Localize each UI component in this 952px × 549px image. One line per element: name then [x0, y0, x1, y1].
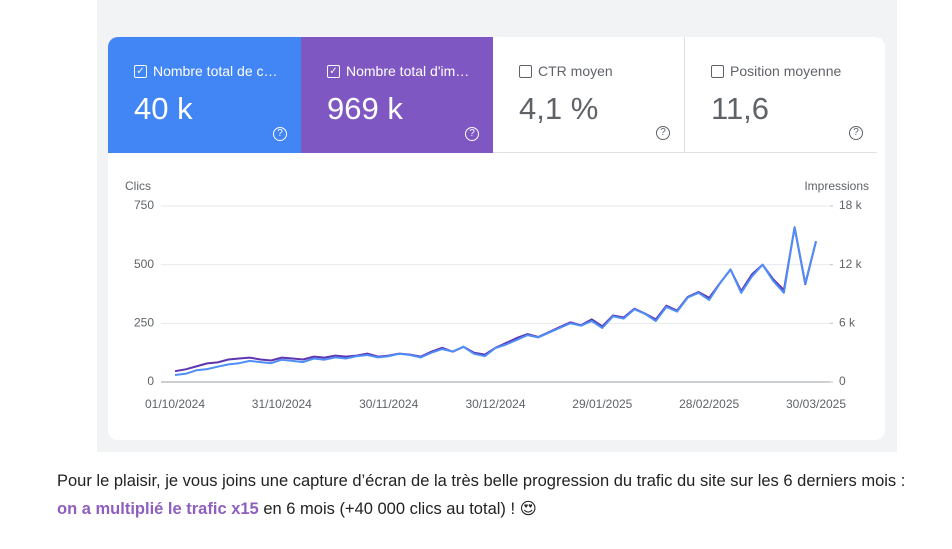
metric-tile[interactable]: ✓ Nombre total de c… 40 k?: [108, 37, 301, 153]
metric-label: ✓ Nombre total de c…: [134, 63, 301, 79]
metric-label-text: Nombre total de c…: [153, 63, 278, 79]
checkbox[interactable]: ✓: [327, 64, 340, 78]
metric-value: 4,1 %: [519, 91, 599, 126]
y2-tick-label: 0: [839, 374, 846, 388]
x-tick-label: 31/10/2024: [252, 397, 312, 411]
x-tick-label: 30/12/2024: [465, 397, 525, 411]
y-tick-label: 0: [147, 374, 154, 388]
y2-tick-label: 12 k: [839, 257, 863, 271]
metric-value: 40 k: [134, 91, 193, 126]
y-tick-label: 250: [134, 316, 154, 330]
x-tick-label: 28/02/2025: [679, 397, 739, 411]
x-tick-label: 30/11/2024: [359, 397, 418, 411]
series-line: [174, 226, 817, 373]
metric-label: Position moyenne: [711, 63, 877, 79]
checkbox[interactable]: [711, 64, 724, 78]
help-icon[interactable]: ?: [465, 127, 479, 141]
help-icon[interactable]: ?: [273, 127, 287, 141]
y2-axis-title: Impressions: [804, 179, 869, 193]
caption-text: en 6 mois (+40 000 clics au total) ! 😍: [258, 500, 537, 518]
help-icon[interactable]: ?: [849, 126, 863, 140]
series-line: [174, 226, 817, 376]
caption: Pour le plaisir, je vous joins une captu…: [57, 467, 927, 523]
caption-highlight: on a multiplié le trafic x15: [57, 500, 259, 518]
metric-label: CTR moyen: [519, 63, 684, 79]
checkbox[interactable]: ✓: [134, 64, 147, 78]
checkbox[interactable]: [519, 64, 532, 78]
metric-label-text: Nombre total d'im…: [346, 63, 470, 79]
caption-text: Pour le plaisir, je vous joins une captu…: [57, 472, 906, 490]
performance-card: ✓ Nombre total de c… 40 k? ✓ Nombre total d'…: [108, 37, 885, 440]
help-icon[interactable]: ?: [656, 126, 670, 140]
screenshot-frame: ✓ Nombre total de c… 40 k? ✓ Nombre total d'…: [97, 0, 897, 452]
y2-tick-label: 6 k: [839, 316, 856, 330]
metric-label-text: CTR moyen: [538, 63, 613, 79]
x-tick-label: 01/10/2024: [145, 397, 205, 411]
metric-value: 11,6: [711, 91, 770, 126]
metric-label-text: Position moyenne: [730, 63, 842, 79]
metric-label: ✓ Nombre total d'im…: [327, 63, 493, 79]
metric-value: 969 k: [327, 91, 403, 126]
y2-tick-label: 18 k: [839, 198, 863, 212]
metric-tile[interactable]: Position moyenne 11,6?: [685, 37, 877, 153]
y-tick-label: 500: [134, 257, 154, 271]
x-tick-label: 30/03/2025: [786, 397, 846, 411]
y-axis-title: Clics: [125, 179, 151, 193]
x-tick-label: 29/01/2025: [572, 397, 632, 411]
y-tick-label: 750: [134, 198, 154, 212]
metric-tile[interactable]: ✓ Nombre total d'im… 969 k?: [301, 37, 493, 153]
chart: Clics Impressions 0 250 500 750 0 6 k 12 k 18 k 01…: [125, 179, 869, 411]
metric-tile[interactable]: CTR moyen 4,1 %?: [493, 37, 685, 153]
